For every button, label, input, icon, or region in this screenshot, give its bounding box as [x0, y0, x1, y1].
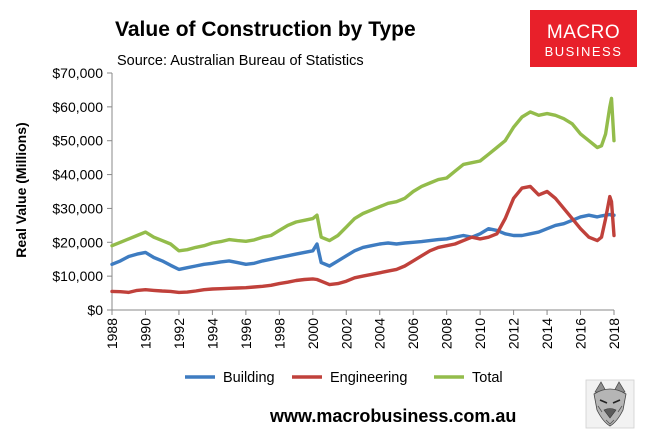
series-line-total	[110, 96, 616, 253]
macrobusiness-logo: MACRO BUSINESS	[530, 10, 637, 67]
axes-layer: $0 $10,000 $20,000 $30,000 $40,000 $50,000 $60…	[52, 65, 622, 349]
x-tick-label: 2016	[573, 318, 589, 349]
x-tick-label: 1998	[271, 318, 287, 349]
y-axis-label: Real Value (Millions)	[13, 122, 29, 257]
y-tick-label: $60,000	[52, 99, 103, 115]
y-tick-label: $50,000	[52, 133, 103, 149]
chart-subtitle: Source: Australian Bureau of Statistics	[117, 53, 364, 69]
legend-label-total: Total	[472, 370, 503, 386]
x-tick-label: 1992	[171, 318, 187, 349]
legend: Building Engineering Total	[185, 370, 503, 386]
x-tick-label: 1990	[137, 318, 153, 349]
x-tick-label: 2000	[305, 318, 321, 349]
y-tick-label: $40,000	[52, 167, 103, 183]
y-tick-label: $20,000	[52, 234, 103, 250]
y-tick-label: $0	[87, 302, 103, 318]
wolf-mascot-icon	[585, 379, 635, 429]
x-tick-label: 2018	[606, 318, 622, 349]
y-tick-label: $70,000	[52, 65, 103, 81]
x-tick-label: 2014	[539, 318, 555, 349]
x-tick-label: 2006	[405, 318, 421, 349]
website-url: www.macrobusiness.com.au	[269, 406, 516, 426]
chart-title: Value of Construction by Type	[115, 18, 416, 41]
x-tick-label: 2012	[506, 318, 522, 349]
x-tick-label: 1996	[238, 318, 254, 349]
x-tick-label: 2008	[439, 318, 455, 349]
series-line-building	[110, 212, 616, 272]
logo-line2: BUSINESS	[545, 44, 623, 59]
logo-line1: MACRO	[547, 22, 620, 43]
x-tick-label: 2004	[372, 318, 388, 349]
y-tick-label: $30,000	[52, 200, 103, 216]
x-tick-label: 1988	[104, 318, 120, 349]
y-tick-label: $10,000	[52, 268, 103, 284]
x-tick-label: 1994	[204, 318, 220, 349]
legend-label-building: Building	[223, 370, 275, 386]
legend-label-engineering: Engineering	[330, 370, 407, 386]
x-tick-label: 2002	[338, 318, 354, 349]
series-layer	[110, 96, 616, 295]
x-tick-label: 2010	[472, 318, 488, 349]
series-line-engineering	[110, 184, 616, 295]
logo-background	[530, 10, 637, 67]
